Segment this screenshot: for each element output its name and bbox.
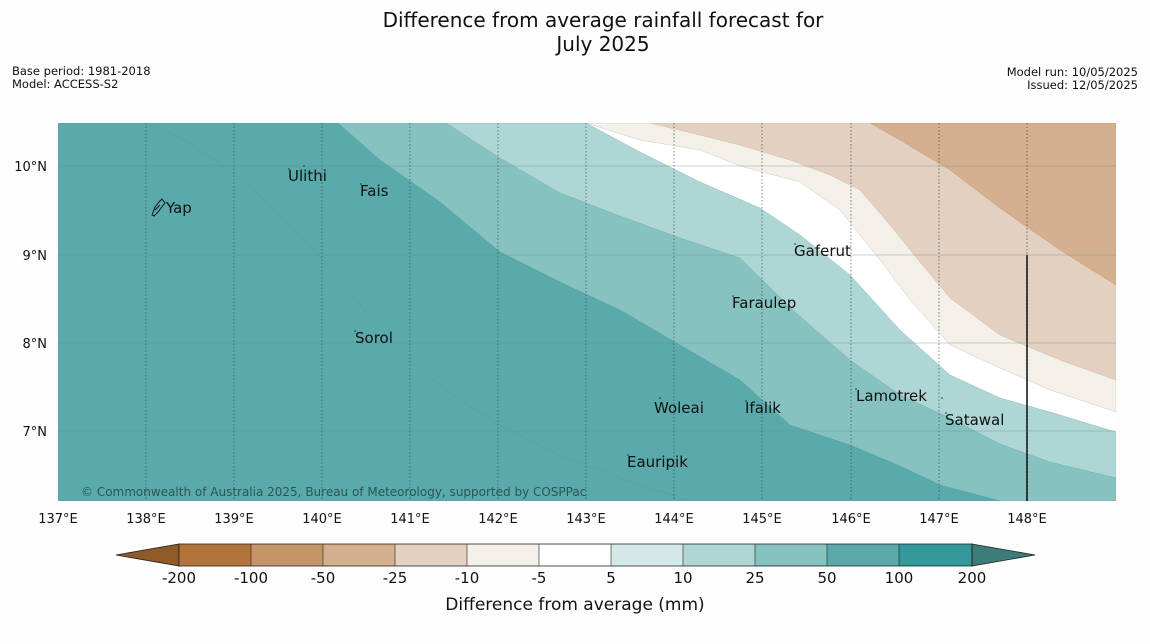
place-label-satawal: Satawal	[945, 411, 1004, 429]
colorbar-swatch	[755, 544, 827, 566]
colorbar-tick: -5	[532, 569, 547, 587]
place-label-ifalik: Ifalik	[745, 399, 781, 417]
place-label-lamotrek: Lamotrek	[856, 387, 927, 405]
colorbar-arrow-low	[115, 543, 180, 567]
colorbar-swatch	[251, 544, 323, 566]
colorbar-tick: 100	[885, 569, 914, 587]
colorbar-swatch	[683, 544, 755, 566]
lat-label-10n: 10°N	[14, 160, 47, 175]
place-markers	[288, 165, 947, 456]
lon-label-146e: 146°E	[831, 512, 871, 527]
place-label-ulithi: Ulithi	[288, 167, 327, 185]
graticule	[58, 123, 1116, 501]
lon-label-137e: 137°E	[38, 512, 78, 527]
lon-label-138e: 138°E	[126, 512, 166, 527]
colorbar-tick: 10	[673, 569, 692, 587]
issued-text: Issued: 12/05/2025	[1027, 78, 1138, 92]
colorbar-swatch	[539, 544, 611, 566]
lon-label-142e: 142°E	[478, 512, 518, 527]
model-text: Model: ACCESS-S2	[12, 77, 119, 91]
colorbar-label: Difference from average (mm)	[445, 595, 704, 615]
place-label-sorol: Sorol	[355, 329, 393, 347]
place-label-yap: Yap	[165, 199, 192, 217]
colorbar-tick: -50	[311, 569, 336, 587]
lat-label-8n: 8°N	[23, 337, 48, 352]
colorbar-swatch	[467, 544, 539, 566]
colorbar-tick: 5	[606, 569, 616, 587]
colorbar-swatch	[395, 544, 467, 566]
base-period-text: Base period: 1981-2018	[12, 64, 151, 78]
lat-label-9n: 9°N	[23, 249, 48, 264]
map-panel	[58, 123, 1116, 501]
map-title-line1: Difference from average rainfall forecas…	[382, 8, 824, 32]
lon-label-140e: 140°E	[302, 512, 342, 527]
place-label-woleai: Woleai	[654, 399, 704, 417]
lon-label-139e: 139°E	[214, 512, 254, 527]
place-label-gaferut: Gaferut	[794, 242, 851, 260]
colorbar-tick: 200	[958, 569, 987, 587]
band-minus25-minus50	[869, 123, 1116, 286]
map-title: Difference from average rainfall forecas…	[300, 8, 906, 56]
copyright-text: © Commonwealth of Australia 2025, Bureau…	[81, 485, 586, 499]
map-title-line2: July 2025	[556, 32, 650, 56]
yap-island-outline	[151, 198, 166, 217]
lon-label-143e: 143°E	[566, 512, 606, 527]
colorbar-tick: -100	[234, 569, 268, 587]
model-run-text: Model run: 10/05/2025	[1006, 65, 1138, 79]
colorbar-tick: -25	[383, 569, 408, 587]
colorbar-arrow-high	[971, 543, 1036, 567]
base-info: Base period: 1981-2018 Model: ACCESS-S2	[12, 65, 151, 91]
colorbar-swatch	[611, 544, 683, 566]
place-label-eauripik: Eauripik	[627, 453, 688, 471]
lon-label-147e: 147°E	[919, 512, 959, 527]
place-label-faraulep: Faraulep	[732, 294, 796, 312]
band-100-200	[58, 123, 691, 501]
run-info: Model run: 10/05/2025 Issued: 12/05/2025	[1007, 66, 1138, 92]
colorbar-swatch	[899, 544, 972, 566]
colorbar-tick: 50	[817, 569, 836, 587]
lon-label-148e: 148°E	[1007, 512, 1047, 527]
colorbar-swatch	[179, 544, 251, 566]
lon-label-144e: 144°E	[654, 512, 694, 527]
colorbar-tick: -200	[162, 569, 196, 587]
lon-label-141e: 141°E	[390, 512, 430, 527]
colorbar-swatch	[323, 544, 395, 566]
lat-label-7n: 7°N	[23, 425, 48, 440]
colorbar-tick: -10	[455, 569, 480, 587]
lon-label-145e: 145°E	[742, 512, 782, 527]
colorbar: -200 -100 -50 -25 -10 -5 5 10 25 50 100 …	[115, 543, 1036, 615]
colorbar-swatch	[827, 544, 899, 566]
place-label-fais: Fais	[360, 182, 389, 200]
colorbar-tick: 25	[745, 569, 764, 587]
